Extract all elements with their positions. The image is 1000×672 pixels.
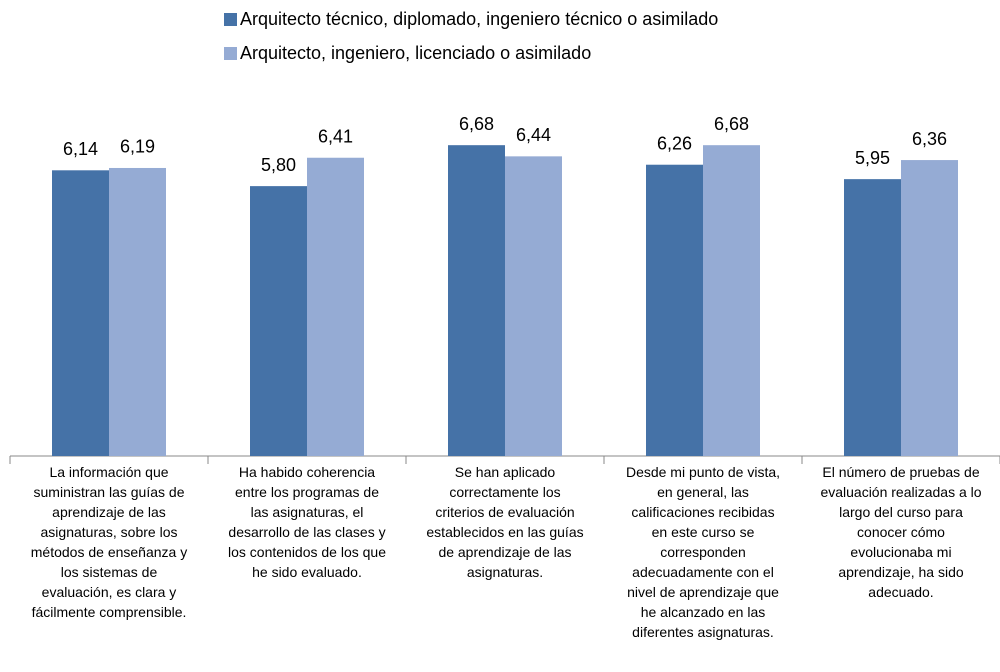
value-label: 5,80: [261, 155, 296, 175]
bar: [901, 160, 958, 456]
value-label: 6,41: [318, 126, 353, 146]
legend-swatch: [224, 13, 237, 26]
value-label: 6,68: [714, 114, 749, 134]
value-label: 6,26: [657, 133, 692, 153]
legend-label: Arquitecto, ingeniero, licenciado o asim…: [240, 43, 591, 63]
bar: [448, 145, 505, 456]
value-label: 6,19: [120, 137, 155, 157]
bar: [703, 145, 760, 456]
legend-swatch: [224, 47, 237, 60]
bar: [250, 186, 307, 457]
legend-label: Arquitecto técnico, diplomado, ingeniero…: [240, 9, 718, 29]
x-tick-label: Ha habido coherencia entre los programas…: [228, 464, 386, 580]
x-tick-label: La información que suministran las guías…: [30, 464, 188, 620]
value-label: 6,14: [63, 139, 98, 159]
bar: [844, 179, 901, 456]
value-label: 6,44: [516, 125, 551, 145]
bar: [52, 170, 109, 456]
x-tick-label: Desde mi punto de vista, en general, las…: [625, 464, 781, 640]
x-tick-label: Se han aplicado correctamente los criter…: [426, 464, 584, 580]
value-label: 5,95: [855, 148, 890, 168]
bar: [307, 157, 364, 456]
value-label: 6,68: [459, 114, 494, 134]
bar: [505, 156, 562, 457]
bar: [109, 167, 166, 456]
value-label: 6,36: [912, 129, 947, 149]
x-tick-label: El número de pruebas de evaluación reali…: [820, 464, 982, 600]
bar: [646, 164, 703, 456]
